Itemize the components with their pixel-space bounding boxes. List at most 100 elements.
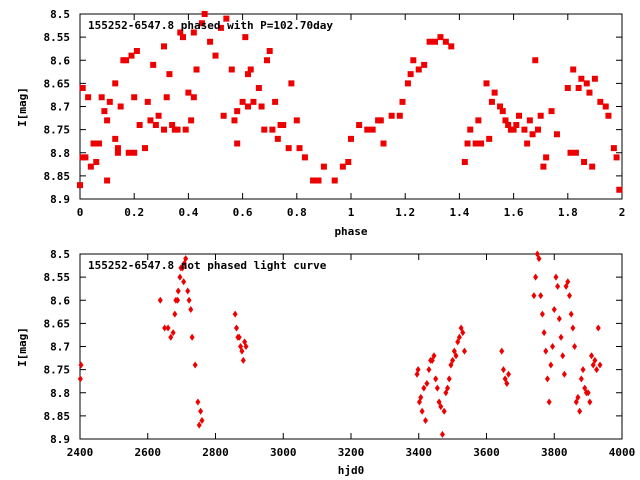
x-tick-label: 1.8 (558, 206, 578, 219)
data-point (521, 126, 528, 133)
data-point (424, 380, 430, 387)
data-point (543, 347, 549, 355)
data-point (144, 98, 151, 105)
data-point (488, 98, 495, 105)
data-point (510, 126, 517, 133)
data-point (568, 310, 574, 318)
data-point (315, 177, 322, 184)
data-point (263, 57, 270, 64)
data-point (131, 149, 138, 156)
data-point (497, 103, 504, 110)
data-points (77, 250, 603, 438)
data-point (415, 366, 421, 374)
data-point (536, 255, 542, 263)
y-tick-labels: 8.5 8.55 8.6 8.65 8.7 8.75 8.8 8.85 8.9 (44, 248, 71, 446)
data-point (543, 154, 550, 161)
data-point (190, 94, 197, 101)
data-point (570, 324, 576, 332)
data-point (242, 34, 249, 41)
data-point (175, 287, 181, 295)
x-tick-label: 3200 (338, 446, 365, 459)
data-point (269, 126, 276, 133)
data-point (217, 24, 224, 31)
x-tick-labels: 0 0.2 0.4 0.6 0.8 1 1.2 1.4 1.6 1.8 2 (77, 206, 626, 219)
data-point (541, 329, 547, 337)
data-point (193, 66, 200, 73)
x-tick-label: 0.4 (178, 206, 198, 219)
y-tick-label: 8.75 (44, 364, 71, 377)
data-point (245, 103, 252, 110)
data-point (377, 117, 384, 124)
data-point (564, 85, 571, 91)
y-tick-label: 8.8 (50, 147, 70, 160)
data-point (555, 282, 561, 290)
y-tick-label: 8.8 (50, 387, 70, 400)
y-tick-label: 8.6 (50, 54, 70, 67)
y-tick-label: 8.55 (44, 271, 71, 284)
data-point (486, 135, 493, 142)
data-point (147, 117, 154, 124)
data-point (339, 163, 346, 170)
data-point (553, 273, 559, 281)
data-point (538, 292, 544, 300)
data-point (369, 126, 376, 133)
data-point (285, 145, 292, 152)
data-point (388, 112, 395, 119)
data-point (183, 255, 189, 263)
data-point (572, 149, 579, 156)
data-point (513, 122, 520, 128)
data-point (258, 103, 265, 110)
data-point (95, 140, 102, 147)
data-point (589, 163, 596, 170)
data-point (201, 11, 208, 17)
data-point (104, 117, 111, 124)
x-tick-label: 2400 (67, 446, 94, 459)
axis-ticks (79, 13, 623, 200)
x-tick-labels: 2400 2600 2800 3000 3200 3400 3600 3800 4000 (67, 446, 636, 459)
data-point (163, 94, 170, 101)
data-point (293, 117, 300, 124)
data-point (78, 361, 84, 369)
data-point (404, 80, 411, 87)
data-point (550, 343, 556, 350)
data-point (232, 310, 238, 318)
data-point (544, 375, 550, 383)
data-point (586, 89, 593, 96)
data-point (410, 57, 417, 64)
data-point (605, 112, 612, 119)
y-tick-label: 8.65 (44, 77, 71, 90)
data-point (578, 375, 584, 383)
data-point (592, 356, 598, 364)
data-point (561, 370, 567, 378)
data-point (182, 126, 189, 133)
data-point (613, 154, 620, 161)
data-point (198, 20, 205, 27)
data-point (448, 43, 455, 50)
data-point (240, 356, 246, 364)
data-point (117, 103, 124, 110)
data-point (526, 117, 533, 124)
x-tick-label: 4000 (609, 446, 636, 459)
data-point (504, 380, 510, 387)
data-point (502, 117, 509, 124)
x-tick-label: 0.8 (287, 206, 307, 219)
data-point (356, 122, 363, 128)
data-point (266, 48, 273, 54)
data-point (239, 98, 246, 105)
data-point (461, 347, 467, 355)
axis-ticks (79, 253, 623, 440)
data-point (433, 375, 439, 383)
data-point (418, 393, 424, 401)
data-point (114, 149, 121, 156)
data-point (181, 278, 187, 286)
data-point (597, 361, 603, 369)
data-point (198, 407, 204, 415)
data-point (231, 117, 238, 124)
data-point (421, 61, 428, 68)
data-point (460, 329, 466, 337)
data-point (250, 98, 257, 105)
data-point (169, 122, 176, 128)
x-tick-label: 3400 (406, 446, 433, 459)
x-tick-label: 1.2 (395, 206, 415, 219)
